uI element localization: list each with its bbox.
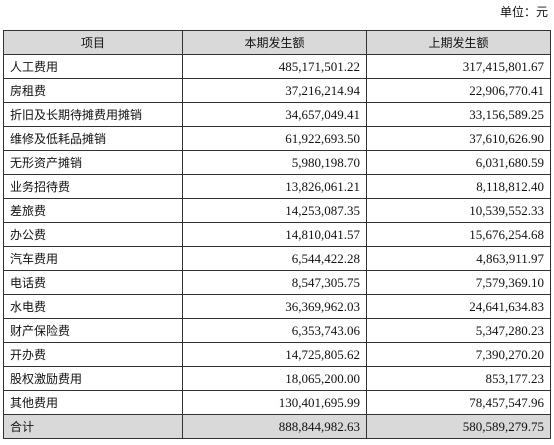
table-row: 开办费 14,725,805.62 7,390,270.20 bbox=[3, 342, 551, 367]
header-item: 项目 bbox=[3, 30, 183, 55]
row-current-cell: 34,657,049.41 bbox=[182, 102, 367, 127]
table-row: 折旧及长期待摊费用摊销 34,657,049.41 33,156,589.25 bbox=[3, 102, 551, 127]
row-current-cell: 485,171,501.22 bbox=[182, 54, 367, 79]
row-item-cell: 差旅费 bbox=[3, 198, 183, 223]
table-row: 其他费用 130,401,695.99 78,457,547.96 bbox=[3, 390, 551, 415]
row-previous-cell: 5,347,280.23 bbox=[366, 318, 551, 343]
table-row: 办公费 14,810,041.57 15,676,254.68 bbox=[3, 222, 551, 247]
table-row: 电话费 8,547,305.75 7,579,369.10 bbox=[3, 270, 551, 295]
row-previous-cell: 22,906,770.41 bbox=[366, 78, 551, 103]
row-previous-cell: 78,457,547.96 bbox=[366, 390, 551, 415]
row-item-cell: 无形资产摊销 bbox=[3, 150, 183, 175]
table-row: 财产保险费 6,353,743.06 5,347,280.23 bbox=[3, 318, 551, 343]
row-current-cell: 6,353,743.06 bbox=[182, 318, 367, 343]
row-current-cell: 14,253,087.35 bbox=[182, 198, 367, 223]
total-item-cell: 合计 bbox=[3, 414, 183, 439]
row-current-cell: 13,826,061.21 bbox=[182, 174, 367, 199]
table-row: 差旅费 14,253,087.35 10,539,552.33 bbox=[3, 198, 551, 223]
row-item-cell: 维修及低耗品摊销 bbox=[3, 126, 183, 151]
row-current-cell: 18,065,200.00 bbox=[182, 366, 367, 391]
table-row: 无形资产摊销 5,980,198.70 6,031,680.59 bbox=[3, 150, 551, 175]
row-previous-cell: 8,118,812.40 bbox=[366, 174, 551, 199]
row-item-cell: 汽车费用 bbox=[3, 246, 183, 271]
table-row: 房租费 37,216,214.94 22,906,770.41 bbox=[3, 78, 551, 103]
total-row: 合计 888,844,982.63 580,589,279.75 bbox=[3, 414, 551, 439]
row-previous-cell: 37,610,626.90 bbox=[366, 126, 551, 151]
row-previous-cell: 33,156,589.25 bbox=[366, 102, 551, 127]
row-current-cell: 36,369,962.03 bbox=[182, 294, 367, 319]
row-previous-cell: 7,390,270.20 bbox=[366, 342, 551, 367]
row-item-cell: 房租费 bbox=[3, 78, 183, 103]
row-previous-cell: 853,177.23 bbox=[366, 366, 551, 391]
row-current-cell: 8,547,305.75 bbox=[182, 270, 367, 295]
row-item-cell: 业务招待费 bbox=[3, 174, 183, 199]
table-row: 水电费 36,369,962.03 24,641,634.83 bbox=[3, 294, 551, 319]
row-item-cell: 办公费 bbox=[3, 222, 183, 247]
row-current-cell: 5,980,198.70 bbox=[182, 150, 367, 175]
row-item-cell: 人工费用 bbox=[3, 54, 183, 79]
row-current-cell: 37,216,214.94 bbox=[182, 78, 367, 103]
row-previous-cell: 24,641,634.83 bbox=[366, 294, 551, 319]
row-previous-cell: 15,676,254.68 bbox=[366, 222, 551, 247]
row-item-cell: 水电费 bbox=[3, 294, 183, 319]
row-previous-cell: 10,539,552.33 bbox=[366, 198, 551, 223]
row-current-cell: 14,725,805.62 bbox=[182, 342, 367, 367]
row-current-cell: 61,922,693.50 bbox=[182, 126, 367, 151]
row-item-cell: 电话费 bbox=[3, 270, 183, 295]
table-row: 业务招待费 13,826,061.21 8,118,812.40 bbox=[3, 174, 551, 199]
row-current-cell: 130,401,695.99 bbox=[182, 390, 367, 415]
row-current-cell: 14,810,041.57 bbox=[182, 222, 367, 247]
row-item-cell: 股权激励费用 bbox=[3, 366, 183, 391]
total-current-cell: 888,844,982.63 bbox=[182, 414, 367, 439]
row-item-cell: 开办费 bbox=[3, 342, 183, 367]
total-previous-cell: 580,589,279.75 bbox=[366, 414, 551, 439]
row-item-cell: 其他费用 bbox=[3, 390, 183, 415]
header-previous-period: 上期发生额 bbox=[366, 30, 551, 55]
row-previous-cell: 7,579,369.10 bbox=[366, 270, 551, 295]
row-previous-cell: 6,031,680.59 bbox=[366, 150, 551, 175]
table-row: 人工费用 485,171,501.22 317,415,801.67 bbox=[3, 54, 551, 79]
header-current-period: 本期发生额 bbox=[182, 30, 367, 55]
expense-table: 项目 本期发生额 上期发生额 人工费用 485,171,501.22 317,415… bbox=[3, 30, 551, 439]
unit-label: 单位：元 bbox=[499, 5, 548, 19]
table-row: 股权激励费用 18,065,200.00 853,177.23 bbox=[3, 366, 551, 391]
table-row: 汽车费用 6,544,422.28 4,863,911.97 bbox=[3, 246, 551, 271]
table-header-row: 项目 本期发生额 上期发生额 bbox=[3, 30, 551, 55]
row-current-cell: 6,544,422.28 bbox=[182, 246, 367, 271]
row-item-cell: 折旧及长期待摊费用摊销 bbox=[3, 102, 183, 127]
row-previous-cell: 4,863,911.97 bbox=[366, 246, 551, 271]
table-row: 维修及低耗品摊销 61,922,693.50 37,610,626.90 bbox=[3, 126, 551, 151]
row-item-cell: 财产保险费 bbox=[3, 318, 183, 343]
row-previous-cell: 317,415,801.67 bbox=[366, 54, 551, 79]
